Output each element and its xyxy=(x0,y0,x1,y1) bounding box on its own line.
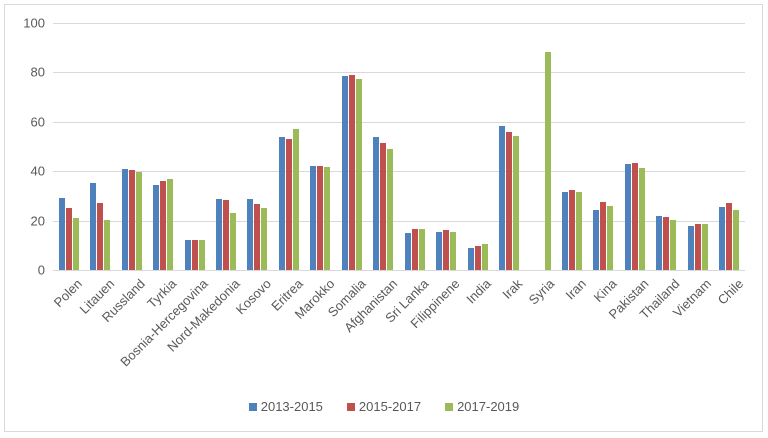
bar xyxy=(481,244,488,270)
bar xyxy=(544,51,551,270)
bar xyxy=(638,168,645,270)
bar xyxy=(317,166,324,270)
y-tick-label: 40 xyxy=(30,163,45,179)
bar xyxy=(600,202,607,270)
legend-swatch-icon xyxy=(445,402,454,411)
legend-label: 2017-2019 xyxy=(457,399,520,414)
bar xyxy=(499,126,506,270)
bar xyxy=(436,231,443,270)
bar xyxy=(726,203,733,270)
bar xyxy=(450,231,457,270)
bar xyxy=(223,200,229,270)
bar xyxy=(467,248,474,270)
bar xyxy=(72,217,79,270)
bar xyxy=(593,210,600,270)
bar xyxy=(184,239,191,270)
bar xyxy=(701,224,708,270)
bar xyxy=(292,129,299,270)
bar xyxy=(404,232,411,270)
y-tick-label: 20 xyxy=(30,213,45,229)
bar xyxy=(191,239,198,270)
bar xyxy=(576,191,582,270)
bar xyxy=(562,192,568,270)
legend-item: 2017-2019 xyxy=(445,399,519,414)
gridline xyxy=(53,72,745,74)
bar xyxy=(719,207,726,270)
bar xyxy=(160,181,167,270)
bar xyxy=(65,208,72,270)
gridline xyxy=(53,121,745,123)
bar xyxy=(663,216,670,270)
legend-swatch-icon xyxy=(248,402,257,411)
bar xyxy=(418,228,425,270)
bar xyxy=(631,163,638,270)
gridline xyxy=(53,220,745,222)
bar xyxy=(387,149,394,270)
bar xyxy=(97,203,104,270)
bar xyxy=(569,189,575,270)
bar xyxy=(254,204,261,270)
legend: 2013-2015 2015-2017 2017-2019 xyxy=(0,399,768,414)
bar xyxy=(198,240,205,270)
bar xyxy=(373,137,380,270)
bar xyxy=(355,78,362,270)
bar xyxy=(513,136,520,270)
bar xyxy=(278,137,285,270)
bar xyxy=(128,170,135,270)
bar xyxy=(324,167,331,270)
y-tick-label: 60 xyxy=(30,114,45,130)
bar xyxy=(694,224,701,270)
bar xyxy=(58,198,65,270)
gridline xyxy=(53,270,745,271)
plot-area xyxy=(53,23,745,271)
bar xyxy=(733,209,740,270)
bar xyxy=(687,226,694,270)
bar xyxy=(310,166,317,270)
bar xyxy=(607,206,614,270)
bar xyxy=(341,75,348,270)
gridline xyxy=(53,23,745,24)
legend-item: 2015-2017 xyxy=(346,399,422,414)
bar xyxy=(670,219,677,270)
legend-label: 2013-2015 xyxy=(260,399,323,414)
legend-swatch-icon xyxy=(346,402,355,411)
bar xyxy=(90,182,97,270)
bar xyxy=(443,230,450,270)
bar xyxy=(624,163,631,270)
bar xyxy=(506,132,513,270)
bar xyxy=(474,246,481,270)
bar xyxy=(230,212,236,270)
bar xyxy=(104,220,111,270)
bar xyxy=(656,216,663,270)
bar xyxy=(411,228,418,270)
legend-item: 2013-2015 xyxy=(248,399,323,414)
gridline xyxy=(53,171,745,173)
y-tick-label: 100 xyxy=(23,15,45,31)
bar xyxy=(121,169,128,270)
bar xyxy=(348,75,355,270)
bar xyxy=(261,208,268,270)
bar xyxy=(285,139,292,270)
bar xyxy=(247,198,254,270)
bar xyxy=(167,179,174,270)
bar xyxy=(153,184,160,270)
y-tick-label: 0 xyxy=(37,262,45,278)
bar xyxy=(135,172,142,270)
bar xyxy=(380,143,387,270)
bar xyxy=(216,199,222,270)
legend-label: 2015-2017 xyxy=(358,399,422,414)
y-tick-label: 80 xyxy=(30,64,45,80)
